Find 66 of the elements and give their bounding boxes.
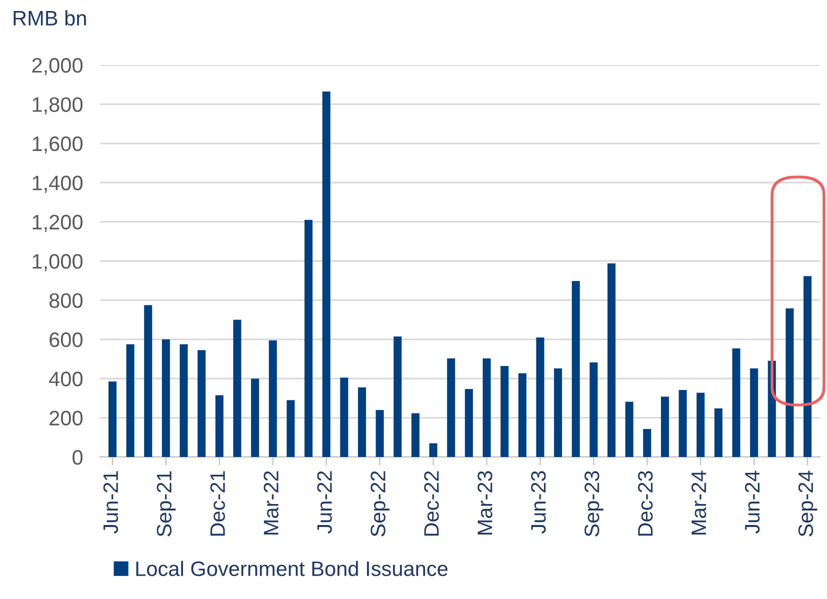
bar bbox=[376, 410, 384, 457]
bar bbox=[304, 220, 313, 457]
legend-label: Local Government Bond Issuance bbox=[136, 560, 448, 576]
bar bbox=[215, 395, 224, 457]
x-tick-label: Jun-24 bbox=[744, 470, 760, 534]
bar bbox=[358, 387, 366, 457]
y-tick-label: 1,000 bbox=[32, 254, 83, 272]
x-tick-label: Mar-24 bbox=[691, 470, 706, 534]
bar bbox=[411, 413, 420, 457]
x-tick-label: Dec-22 bbox=[424, 471, 439, 536]
y-tick-label: 2,000 bbox=[32, 58, 83, 76]
bar bbox=[607, 263, 616, 457]
y-tick-label: 600 bbox=[50, 332, 83, 348]
bar bbox=[108, 382, 116, 457]
bar bbox=[268, 340, 277, 457]
bar bbox=[678, 390, 687, 457]
bar bbox=[429, 443, 438, 457]
bar bbox=[696, 392, 705, 457]
x-tick-label: Jun-21 bbox=[103, 471, 118, 534]
bar bbox=[482, 358, 491, 457]
bar bbox=[732, 348, 740, 457]
bar bbox=[572, 280, 580, 457]
bar bbox=[340, 378, 348, 457]
x-tick-label: Sep-21 bbox=[156, 471, 176, 536]
y-tick-label: 1,200 bbox=[32, 214, 83, 232]
bar bbox=[180, 344, 188, 457]
bar bbox=[590, 362, 598, 457]
bar bbox=[536, 337, 544, 457]
x-tick-label: Jun-22 bbox=[317, 471, 332, 534]
bar bbox=[464, 388, 473, 457]
bar bbox=[786, 308, 794, 457]
bar bbox=[286, 400, 295, 457]
x-tick-label: Jun-23 bbox=[531, 471, 546, 534]
y-tick-label: 400 bbox=[49, 372, 83, 386]
x-tick-label: Mar-22 bbox=[264, 471, 278, 534]
bar bbox=[162, 339, 170, 457]
x-tick-label: Mar-23 bbox=[478, 471, 492, 534]
bar bbox=[625, 402, 634, 457]
bar bbox=[233, 320, 242, 457]
y-tick-label: 1,800 bbox=[32, 97, 83, 114]
y-tick-label: 1,400 bbox=[32, 176, 83, 193]
bar bbox=[643, 428, 652, 457]
bar bbox=[144, 305, 152, 457]
bar bbox=[714, 408, 722, 457]
y-tick-label: 0 bbox=[72, 450, 83, 465]
bar bbox=[554, 368, 562, 457]
bar bbox=[394, 336, 402, 457]
y-tick-label: 1,600 bbox=[32, 136, 83, 154]
x-tick-label: Dec-21 bbox=[210, 471, 225, 536]
bar bbox=[322, 91, 330, 457]
bar bbox=[198, 350, 206, 457]
bar bbox=[251, 378, 260, 457]
bar bbox=[500, 366, 509, 457]
bar bbox=[660, 396, 669, 457]
bar bbox=[804, 276, 812, 457]
x-tick-label: Sep-24 bbox=[798, 470, 818, 536]
bar bbox=[518, 373, 526, 457]
y-tick-label: 800 bbox=[49, 293, 83, 308]
bar bbox=[750, 368, 758, 457]
y-tick-label: 200 bbox=[50, 410, 83, 426]
bar bbox=[447, 358, 456, 457]
x-tick-label: Sep-22 bbox=[370, 471, 390, 536]
bar bbox=[126, 344, 134, 457]
y-axis-title: RMB bn bbox=[14, 10, 86, 26]
x-tick-label: Sep-23 bbox=[584, 471, 604, 536]
x-tick-label: Dec-23 bbox=[638, 471, 653, 536]
